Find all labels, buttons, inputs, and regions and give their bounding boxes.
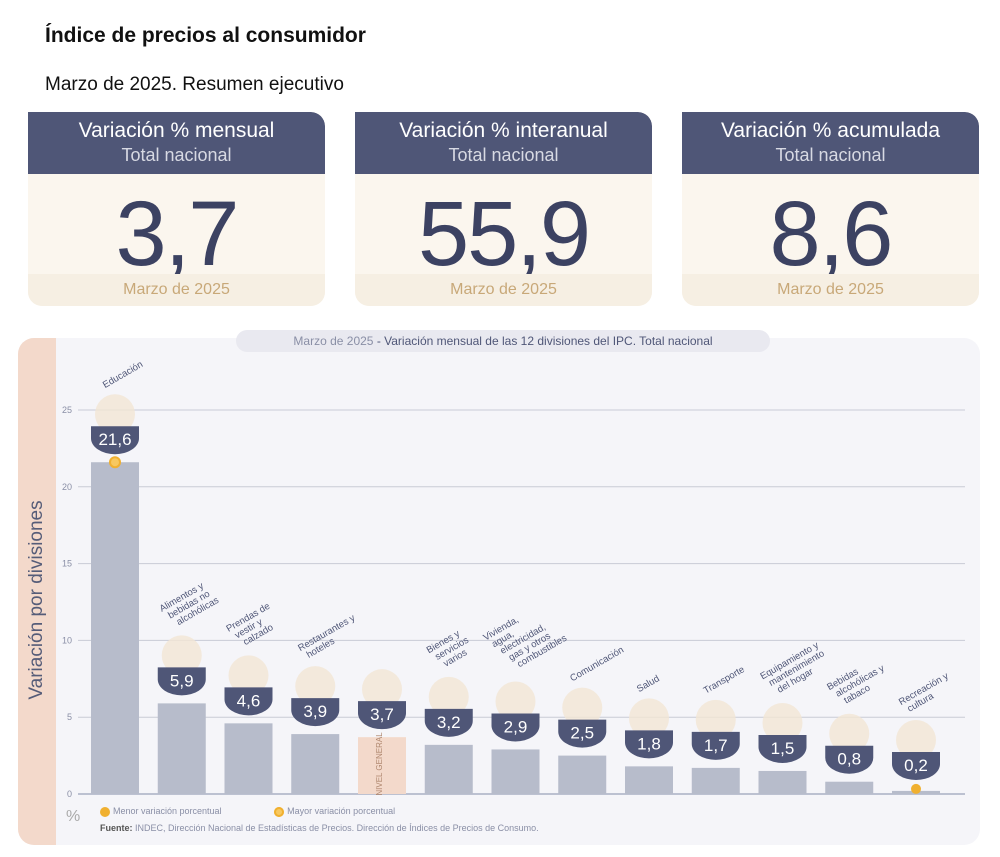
category-icon [829,713,870,754]
value-badge [291,698,340,727]
card-period: Marzo de 2025 [682,274,979,306]
value-badge [758,734,807,763]
bar [358,737,406,794]
page-subtitle: Marzo de 2025. Resumen ejecutivo [45,74,344,95]
category-label: Transporte [702,664,747,696]
category-icon [295,666,336,707]
chart-title-prefix: Marzo de 2025 [293,334,374,348]
bar [291,734,340,794]
card-title: Variación % acumulada [720,119,941,142]
legend-max: Mayor variación porcentual [287,806,396,816]
value-badge [424,708,473,737]
card-yearly: Variación % interanual Total nacional 55,… [355,112,652,306]
value-label: 5,9 [170,671,194,690]
value-label: 1,7 [704,736,728,755]
y-tick-label: 0 [67,789,72,799]
bar [625,766,673,794]
bar [424,744,473,794]
value-label: 1,8 [637,734,661,753]
card-title: Variación % interanual [399,119,608,142]
value-label: 2,9 [504,717,528,736]
value-label: 2,5 [570,724,594,743]
category-icon [228,655,269,696]
card-scope: Total nacional [448,145,559,165]
bar [825,781,874,794]
value-label: 3,2 [437,713,461,732]
value-badge [491,713,540,742]
card-period: Marzo de 2025 [28,274,325,306]
bar [691,767,740,794]
value-badge [91,426,139,455]
card-title: Variación % mensual [78,119,275,142]
category-label: Comunicación [568,645,626,685]
category-icon [95,394,135,435]
bar-inline-label: NIVEL GENERAL [375,732,384,796]
bar [91,462,139,794]
source-text: INDEC, Dirección Nacional de Estadística… [132,823,539,833]
y-tick-label: 15 [62,559,72,569]
card-monthly: Variación % mensual Total nacional 3,7 Ma… [28,112,325,306]
source-note: Fuente: INDEC, Dirección Nacional de Est… [100,823,539,833]
value-badge [625,730,673,759]
value-badge [558,719,607,748]
card-scope: Total nacional [775,145,886,165]
value-badge [358,701,406,730]
y-tick-label: 20 [62,482,72,492]
y-tick-label: 10 [62,635,72,645]
category-icon [762,702,803,743]
bar [224,723,273,794]
value-badge [892,752,940,780]
category-icon [896,720,936,760]
max-marker-icon [274,806,285,817]
category-icon [562,687,603,728]
category-label: Educación [101,359,145,391]
chart-title-text: - Variación mensual de las 12 divisiones… [373,334,713,348]
category-icon [495,681,536,722]
bar [157,703,206,794]
value-badge [157,667,206,696]
value-label: 3,9 [303,702,327,721]
chart-title: Marzo de 2025 - Variación mensual de las… [236,330,770,352]
card-value: 8,6 [769,183,894,285]
category-icon [362,669,402,710]
legend: Menor variación porcentual Mayor variaci… [100,806,445,817]
category-label: Salud [635,673,662,695]
min-marker [911,783,921,794]
category-icon [695,699,736,740]
source-label: Fuente: [100,823,133,833]
value-label: 21,6 [98,430,131,449]
value-label: 1,5 [771,739,795,758]
bar [758,770,807,794]
y-unit: % [66,808,81,825]
value-label: 3,7 [370,705,394,724]
legend-min: Menor variación porcentual [113,806,222,816]
card-value: 3,7 [115,183,240,285]
y-axis-label-band [18,338,56,845]
category-icon [428,676,469,717]
card-period: Marzo de 2025 [355,274,652,306]
y-tick-label: 5 [67,712,72,722]
card-scope: Total nacional [121,145,232,165]
card-accumulated: Variación % acumulada Total nacional 8,6 … [682,112,979,306]
min-marker-icon [100,806,110,817]
value-label: 4,6 [237,691,261,710]
value-badge [825,745,874,774]
category-icon [161,635,202,676]
max-marker [109,456,121,469]
y-tick-label: 25 [62,405,72,415]
bar [491,749,540,794]
value-badge [224,687,273,716]
value-label: 0,2 [904,756,928,775]
bar [558,755,607,794]
value-label: 0,8 [837,750,861,769]
card-value: 55,9 [417,183,591,285]
page-title: Índice de precios al consumidor [45,24,366,47]
value-badge [691,731,740,760]
category-icon [629,698,669,739]
